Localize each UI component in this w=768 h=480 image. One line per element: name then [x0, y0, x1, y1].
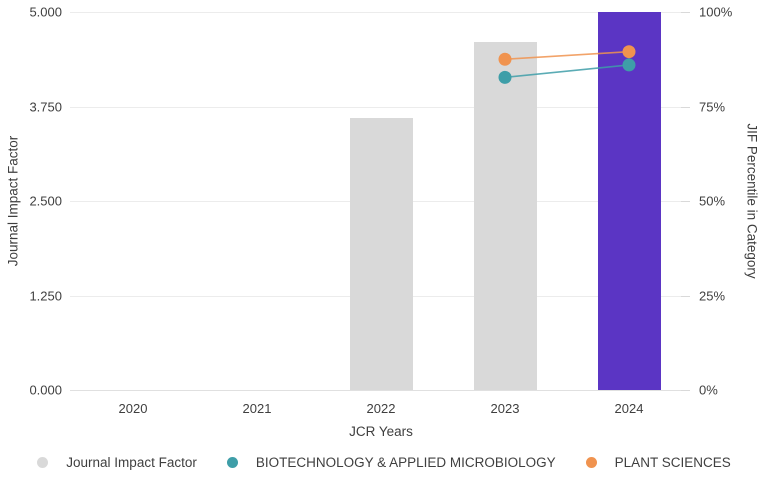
chart-legend: Journal Impact Factor BIOTECHNOLOGY & AP… — [0, 455, 768, 470]
gridline — [70, 106, 690, 108]
right-axis-tick — [681, 390, 690, 391]
data-point[interactable] — [622, 45, 636, 59]
x-axis-title: JCR Years — [349, 424, 413, 439]
legend-item-journal-impact-factor[interactable]: Journal Impact Factor — [37, 455, 197, 470]
right-axis-tick — [681, 295, 690, 297]
gridline — [70, 390, 690, 391]
right-axis-title: JIF Percentile in Category — [744, 123, 760, 279]
left-axis-tick-label: 3.750 — [29, 99, 62, 114]
left-axis-title: Journal Impact Factor — [5, 135, 21, 267]
data-point[interactable] — [498, 52, 512, 66]
right-axis-tick-label: 25% — [699, 288, 726, 303]
trend-line — [504, 50, 630, 61]
legend-dot-teal-icon — [226, 457, 238, 468]
bar-2024[interactable] — [597, 12, 661, 390]
right-axis-tick-label: 75% — [699, 99, 726, 114]
legend-label: PLANT SCIENCES — [614, 455, 731, 470]
trend-line — [504, 64, 630, 79]
x-axis-tick-label: 2023 — [490, 401, 520, 416]
data-point[interactable] — [498, 70, 512, 84]
left-axis-tick-label: 2.500 — [29, 193, 62, 209]
x-axis-tick-label: 2021 — [242, 401, 272, 416]
bar-2023[interactable] — [473, 42, 537, 390]
left-axis-tick-label: 5.000 — [29, 4, 62, 20]
right-axis-tick — [681, 12, 690, 13]
legend-item-biotechnology-applied-microbiology[interactable]: BIOTECHNOLOGY & APPLIED MICROBIOLOGY — [226, 455, 556, 470]
right-axis-tick-label: 50% — [699, 193, 726, 209]
right-axis-tick-label: 0% — [699, 382, 718, 398]
legend-dot-gray-icon — [37, 457, 49, 468]
bar-2022[interactable] — [349, 117, 413, 390]
right-axis-tick — [681, 201, 690, 202]
x-axis-tick-label: 2022 — [366, 401, 396, 416]
legend-item-plant-sciences[interactable]: PLANT SCIENCES — [585, 455, 731, 470]
x-axis-tick-label: 2024 — [614, 401, 644, 416]
gridline — [70, 12, 690, 13]
legend-label: Journal Impact Factor — [66, 455, 197, 470]
legend-label: BIOTECHNOLOGY & APPLIED MICROBIOLOGY — [255, 455, 556, 470]
right-axis-tick — [681, 106, 690, 108]
legend-dot-orange-icon — [585, 457, 597, 468]
x-axis-tick-label: 2020 — [118, 401, 148, 416]
data-point[interactable] — [622, 58, 636, 72]
right-axis-tick-label: 100% — [699, 4, 733, 20]
left-axis-tick-label: 0.000 — [29, 382, 62, 398]
left-axis-tick-label: 1.250 — [29, 288, 62, 303]
